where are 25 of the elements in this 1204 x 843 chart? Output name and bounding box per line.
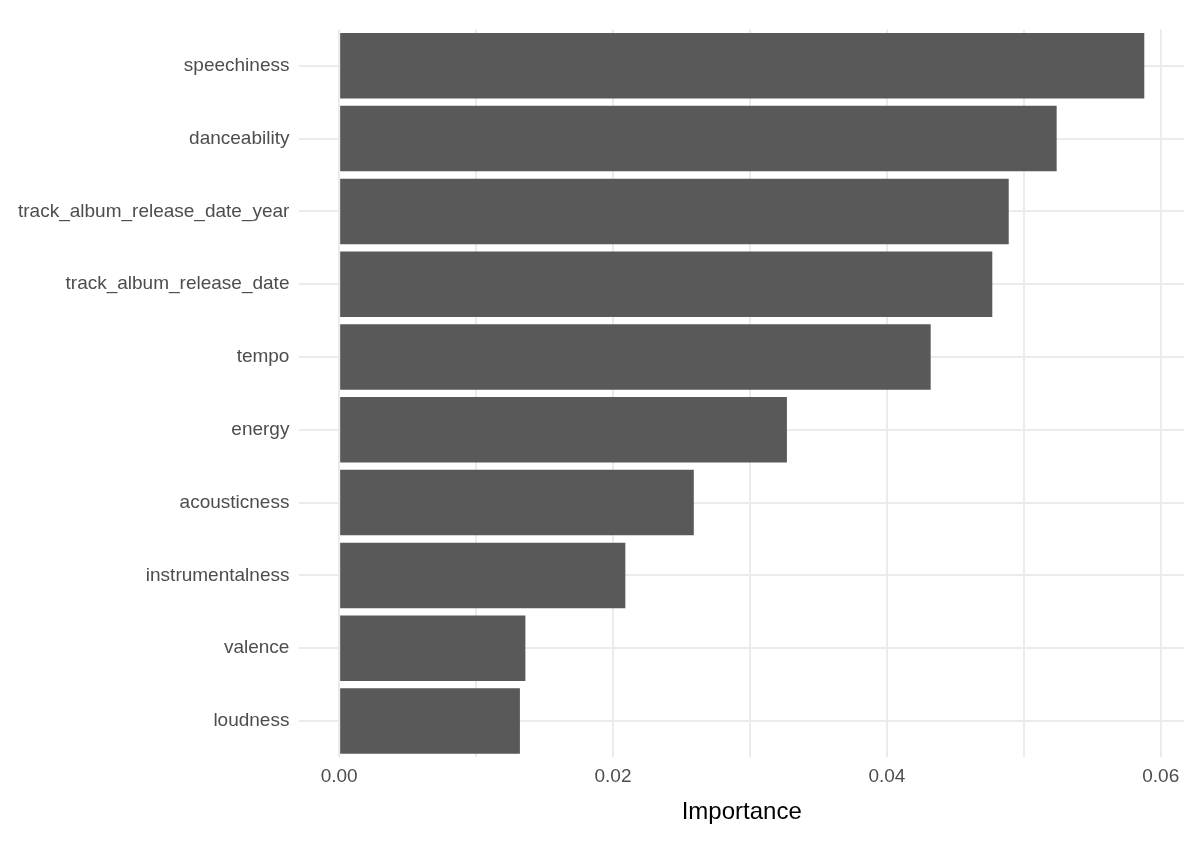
bar [340, 33, 1145, 99]
bar [340, 469, 694, 536]
y-tick-label: track_album_release_date_year [17, 199, 291, 222]
x-tick-label: 0.02 [594, 765, 632, 787]
bar [340, 397, 787, 463]
bar [340, 615, 526, 681]
y-tick-label: tempo [236, 345, 290, 367]
bar [340, 251, 993, 317]
x-tick-label: 0.00 [320, 765, 358, 787]
x-axis-title: Importance [681, 797, 802, 825]
y-tick-label: instrumentalness [145, 563, 290, 585]
bar [340, 178, 1009, 245]
x-tick-label: 0.06 [1142, 765, 1180, 787]
y-tick-label: energy [231, 418, 290, 440]
y-tick-label: track_album_release_date [65, 272, 290, 295]
bar [340, 542, 626, 609]
y-tick-label: valence [223, 636, 290, 658]
y-tick-label: danceability [189, 126, 290, 148]
bar [340, 324, 931, 390]
y-tick-label: speechiness [183, 54, 290, 76]
bar [340, 105, 1057, 172]
y-tick-label: acousticness [179, 490, 290, 512]
bar [340, 688, 520, 754]
y-tick-label: loudness [213, 709, 290, 731]
x-tick-label: 0.04 [868, 765, 906, 787]
